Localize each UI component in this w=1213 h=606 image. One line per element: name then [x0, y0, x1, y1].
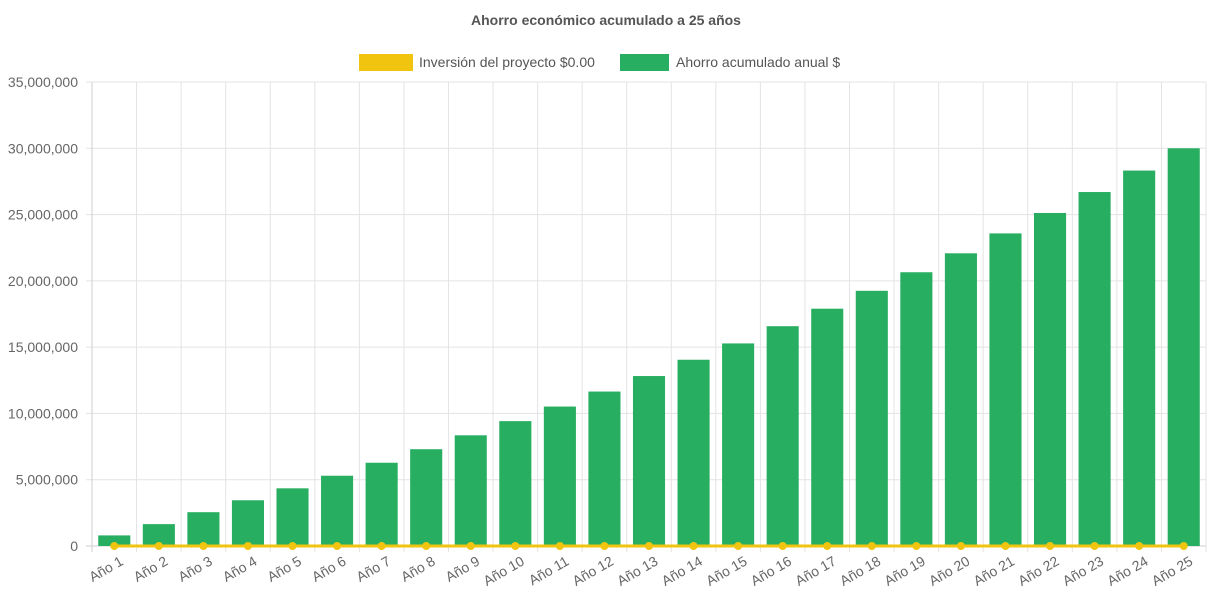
investment-point[interactable] — [377, 542, 386, 550]
investment-point[interactable] — [1046, 542, 1055, 550]
investment-point[interactable] — [1135, 542, 1144, 550]
x-tick-label: Año 11 — [526, 553, 572, 589]
investment-line — [110, 542, 1188, 550]
savings-bar[interactable] — [365, 462, 398, 546]
x-tick-label: Año 17 — [792, 553, 839, 589]
savings-bar[interactable] — [499, 421, 532, 546]
x-tick-label: Año 16 — [748, 553, 795, 589]
legend-swatch-investment — [359, 54, 413, 71]
x-tick-label: Año 14 — [659, 553, 706, 589]
savings-bar[interactable] — [231, 500, 265, 546]
bars — [98, 148, 1200, 547]
x-tick-label: Año 23 — [1060, 553, 1107, 589]
y-tick-label: 15,000,000 — [8, 339, 78, 355]
savings-bar[interactable] — [1167, 148, 1200, 547]
y-tick-label: 10,000,000 — [8, 405, 78, 421]
savings-bar[interactable] — [677, 359, 710, 546]
investment-point[interactable] — [823, 542, 832, 550]
investment-point[interactable] — [555, 542, 564, 550]
x-tick-label: Año 8 — [398, 553, 438, 585]
investment-point[interactable] — [734, 542, 743, 550]
investment-point[interactable] — [778, 542, 787, 550]
x-tick-label: Año 22 — [1015, 553, 1062, 589]
x-tick-label: Año 6 — [309, 553, 349, 585]
savings-bar[interactable] — [187, 512, 220, 546]
investment-point[interactable] — [1001, 542, 1010, 550]
y-tick-label: 20,000,000 — [8, 273, 78, 289]
x-tick-label: Año 15 — [703, 553, 750, 589]
savings-bar[interactable] — [276, 488, 309, 546]
savings-bar[interactable] — [766, 326, 799, 546]
savings-bar[interactable] — [98, 535, 131, 546]
y-tick-label: 5,000,000 — [16, 472, 78, 488]
x-tick-label: Año 19 — [881, 553, 928, 589]
investment-point[interactable] — [645, 542, 653, 550]
investment-point[interactable] — [1090, 542, 1099, 550]
y-tick-label: 0 — [70, 538, 78, 554]
savings-bar[interactable] — [944, 253, 977, 546]
investment-point[interactable] — [511, 542, 520, 550]
chart-title: Ahorro económico acumulado a 25 años — [471, 12, 741, 28]
investment-point[interactable] — [288, 542, 297, 550]
savings-bar[interactable] — [142, 524, 175, 546]
savings-bar[interactable] — [410, 449, 443, 546]
savings-bar[interactable] — [543, 406, 576, 546]
investment-point[interactable] — [110, 542, 119, 550]
x-tick-label: Año 12 — [570, 553, 617, 589]
investment-point[interactable] — [956, 542, 965, 550]
savings-bar[interactable] — [1078, 192, 1111, 546]
x-tick-label: Año 2 — [131, 553, 171, 585]
x-tick-label: Año 18 — [837, 553, 884, 589]
legend: Inversión del proyecto $0.00 Ahorro acum… — [359, 54, 840, 71]
x-tick-label: Año 24 — [1104, 553, 1151, 589]
savings-bar[interactable] — [588, 391, 621, 546]
x-tick-label: Año 21 — [971, 553, 1018, 589]
investment-point[interactable] — [333, 542, 342, 550]
savings-bar[interactable] — [632, 376, 666, 546]
investment-point[interactable] — [912, 542, 921, 550]
grid — [86, 81, 1207, 552]
y-tick-label: 35,000,000 — [8, 74, 78, 90]
investment-point[interactable] — [867, 542, 876, 550]
investment-point[interactable] — [422, 542, 431, 550]
legend-swatch-savings — [620, 54, 669, 71]
savings-bar[interactable] — [855, 290, 888, 546]
x-tick-label: Año 20 — [926, 553, 973, 589]
savings-bar[interactable] — [1123, 170, 1156, 546]
y-axis-ticks: 0 5,000,000 10,000,000 15,000,000 20,000,000… — [8, 74, 78, 554]
x-axis-ticks: Año 1 Año 2 Año 3 Año 4 Año 5 Año 6 Año 7 Año 8… — [86, 553, 1195, 589]
x-tick-label: Año 10 — [480, 553, 527, 589]
x-tick-label: Año 1 — [86, 553, 126, 585]
investment-point[interactable] — [199, 542, 208, 550]
investment-point[interactable] — [689, 542, 698, 550]
savings-bar[interactable] — [1033, 212, 1067, 546]
legend-item-investment[interactable]: Inversión del proyecto $0.00 — [359, 54, 595, 71]
legend-item-savings[interactable]: Ahorro acumulado anual $ — [620, 54, 840, 71]
investment-point[interactable] — [466, 542, 475, 550]
x-tick-label: Año 13 — [614, 553, 661, 589]
x-tick-label: Año 5 — [264, 553, 304, 585]
investment-point[interactable] — [1179, 542, 1188, 550]
investment-point[interactable] — [243, 542, 252, 550]
savings-bar[interactable] — [321, 475, 354, 546]
legend-label-investment: Inversión del proyecto $0.00 — [419, 54, 595, 70]
savings-bar[interactable] — [900, 272, 933, 546]
savings-bar[interactable] — [811, 308, 844, 546]
investment-point[interactable] — [600, 542, 609, 550]
x-tick-label: Año 9 — [443, 553, 483, 585]
x-tick-label: Año 7 — [353, 553, 393, 585]
x-tick-label: Año 25 — [1149, 553, 1196, 589]
savings-bar[interactable] — [722, 343, 755, 546]
investment-point[interactable] — [154, 542, 163, 550]
legend-label-savings: Ahorro acumulado anual $ — [676, 54, 840, 70]
savings-bar[interactable] — [454, 435, 487, 546]
x-tick-label: Año 3 — [175, 553, 215, 585]
x-tick-label: Año 4 — [220, 553, 260, 585]
savings-bar[interactable] — [989, 233, 1022, 546]
y-tick-label: 30,000,000 — [8, 140, 78, 156]
y-tick-label: 25,000,000 — [8, 207, 78, 223]
